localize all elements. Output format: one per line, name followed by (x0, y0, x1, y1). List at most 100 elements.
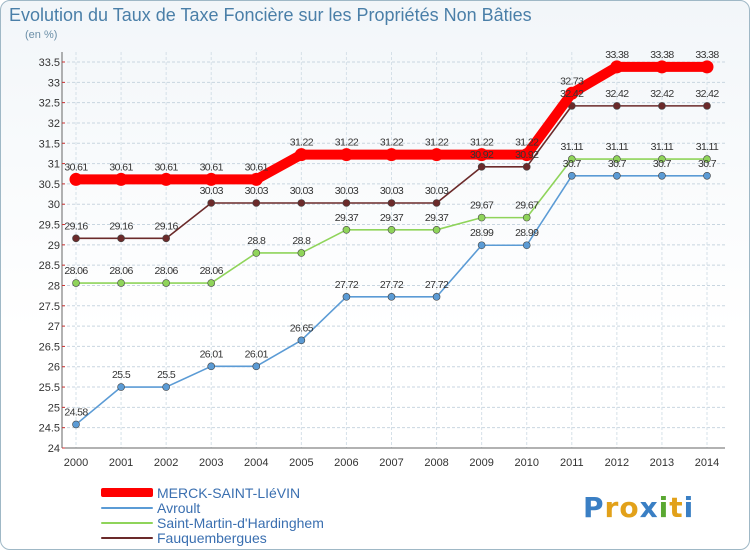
data-label: 33.38 (695, 49, 719, 61)
data-label: 30.7 (563, 158, 582, 170)
data-point (475, 148, 489, 162)
legend-label-saint-martin: Saint-Martin-d'Hardinghem (157, 514, 324, 531)
y-tick-label: 27 (48, 321, 60, 333)
data-point (159, 172, 173, 186)
data-label: 30.92 (515, 149, 539, 161)
data-label: 28.8 (292, 235, 311, 247)
legend-item-fauquembergues: Fauquembergues (101, 530, 324, 545)
data-label: 31.11 (606, 141, 629, 153)
x-tick-label: 2011 (560, 457, 584, 469)
data-label: 31.11 (696, 141, 719, 153)
data-label: 30.7 (653, 158, 672, 170)
data-label: 24.58 (64, 406, 88, 418)
data-point (72, 420, 80, 429)
data-point (72, 279, 80, 287)
y-tick-label: 27.5 (39, 301, 60, 313)
y-tick-label: 26 (48, 362, 60, 374)
data-label: 30.61 (109, 161, 133, 173)
data-point (658, 171, 666, 180)
data-point (700, 60, 714, 74)
data-label: 29.16 (155, 220, 179, 232)
data-label: 29.67 (515, 200, 539, 212)
chart-title: Evolution du Taux de Taxe Foncière sur l… (9, 5, 532, 25)
y-tick-label: 25.5 (39, 382, 60, 394)
data-point (117, 234, 125, 243)
y-tick-label: 25 (48, 402, 60, 414)
data-point (114, 172, 128, 186)
data-point (342, 199, 351, 207)
series-layer (69, 60, 714, 429)
x-tick-label: 2010 (514, 457, 538, 469)
data-label: 27.72 (380, 279, 404, 291)
x-tick-label: 2005 (289, 457, 313, 469)
data-point (207, 279, 216, 287)
data-label: 31.22 (425, 137, 449, 149)
y-axis-unit: (en %) (25, 29, 58, 41)
data-label: 30.03 (335, 185, 359, 197)
grid (62, 52, 725, 449)
data-point (385, 148, 398, 162)
data-label: 28.06 (155, 265, 179, 277)
legend-label-avroult: Avroult (157, 499, 201, 516)
data-label: 32.73 (560, 75, 584, 87)
y-tick-label: 30 (48, 199, 60, 211)
data-point (117, 279, 125, 287)
y-tick-label: 33.5 (39, 57, 60, 69)
y-tick-label: 32 (48, 118, 60, 130)
data-point (207, 362, 216, 371)
legend-swatch-saint-martin (101, 521, 153, 524)
data-point (477, 213, 486, 222)
data-point (613, 102, 621, 110)
legend: MERCK-SAINT-LIéVIN Avroult Saint-Martin-… (101, 485, 324, 545)
data-label: 28.8 (247, 235, 266, 247)
data-point (655, 60, 669, 74)
x-tick-label: 2000 (64, 457, 88, 469)
data-label: 25.5 (112, 369, 131, 381)
data-point (387, 199, 396, 207)
data-label: 30.03 (200, 185, 224, 197)
y-tick-label: 24 (48, 443, 60, 455)
data-label: 32.42 (605, 88, 629, 100)
data-point (117, 383, 125, 391)
data-label: 29.37 (380, 212, 404, 224)
data-label: 32.42 (560, 88, 584, 100)
y-tick-label: 24.5 (39, 423, 60, 435)
x-tick-label: 2004 (244, 457, 268, 469)
data-point (252, 249, 261, 257)
data-point (703, 102, 711, 110)
legend-swatch-fauquembergues (101, 536, 153, 539)
data-point (342, 293, 351, 301)
logo-letter: t (669, 491, 684, 524)
y-tick-label: 32.5 (39, 98, 60, 110)
data-point (610, 60, 624, 74)
data-label: 30.61 (245, 161, 269, 173)
y-tick-label: 28.5 (39, 260, 60, 272)
data-label: 30.61 (155, 161, 179, 173)
x-tick-label: 2007 (379, 457, 403, 469)
data-label: 31.22 (470, 137, 494, 149)
data-label: 31.22 (290, 137, 314, 149)
logo-letter: r (604, 491, 620, 524)
data-label: 31.22 (515, 137, 539, 149)
y-tick-label: 31.5 (39, 138, 60, 150)
x-tick-label: 2014 (695, 457, 719, 469)
data-point (567, 171, 576, 180)
data-label: 28.99 (515, 227, 539, 239)
data-point (522, 241, 531, 250)
data-label: 30.7 (698, 158, 717, 170)
data-point (204, 172, 218, 186)
data-label: 28.06 (64, 265, 88, 277)
data-point (69, 172, 83, 186)
data-label: 33.38 (605, 49, 629, 61)
data-label: 31.11 (561, 141, 584, 153)
data-label: 28.99 (470, 227, 494, 239)
data-label: 30.61 (200, 161, 224, 173)
x-tick-label: 2012 (605, 457, 629, 469)
data-label: 31.22 (335, 137, 359, 149)
data-label: 32.42 (650, 88, 674, 100)
data-point (522, 213, 531, 222)
data-label: 30.61 (64, 161, 88, 173)
data-point (162, 234, 170, 243)
data-label: 31.22 (380, 137, 404, 149)
